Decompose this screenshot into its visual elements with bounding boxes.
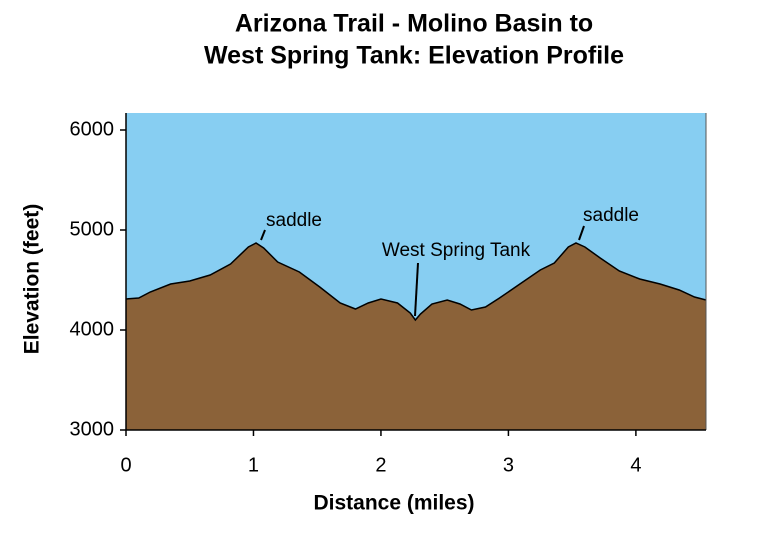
- y-axis-title: Elevation (feet): [21, 204, 44, 355]
- annotation-leader: [414, 262, 419, 317]
- chart-title: Arizona Trail - Molino Basin to: [235, 10, 593, 38]
- y-tick-label: 5000: [70, 218, 115, 240]
- x-tick-label: 0: [120, 454, 131, 476]
- x-tick-label: 3: [503, 454, 514, 476]
- area: [126, 243, 706, 430]
- annotation: saddle: [266, 210, 322, 231]
- y-tick-label: 6000: [70, 118, 115, 140]
- annotation-leader: [260, 229, 266, 241]
- ridge-line: [125, 242, 707, 322]
- x-tick-label: 2: [375, 454, 386, 476]
- x-tick-label: 1: [248, 454, 259, 476]
- y-tick-label: 4000: [70, 318, 115, 340]
- chart-title: West Spring Tank: Elevation Profile: [204, 42, 624, 70]
- x-axis-title: Distance (miles): [313, 492, 474, 515]
- annotation: West Spring Tank: [382, 240, 531, 261]
- annotation-leader: [578, 225, 585, 241]
- x-tick-label: 4: [630, 454, 641, 476]
- y-tick-label: 3000: [70, 418, 115, 440]
- annotation: saddle: [583, 205, 639, 226]
